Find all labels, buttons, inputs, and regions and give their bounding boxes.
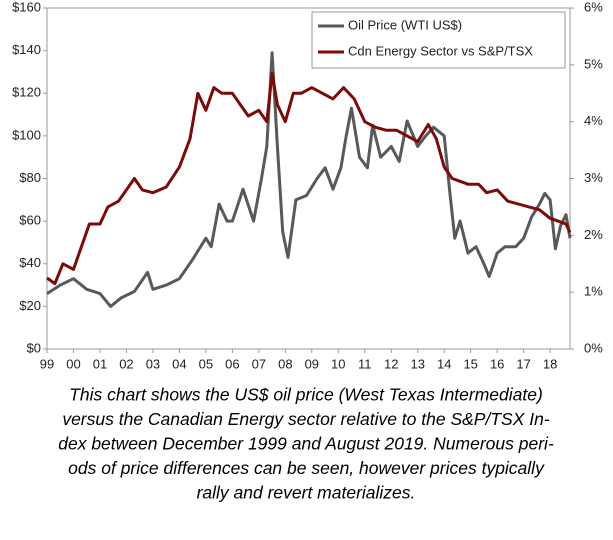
x-tick-label: 13 [410, 356, 424, 371]
x-tick-label: 15 [463, 356, 477, 371]
y2-tick-label: 3% [584, 170, 603, 185]
x-tick-label: 09 [305, 356, 319, 371]
x-tick-label: 08 [278, 356, 292, 371]
y-tick-label: $80 [19, 170, 41, 185]
x-tick-label: 03 [146, 356, 160, 371]
x-tick-label: 14 [437, 356, 451, 371]
x-tick-label: 05 [199, 356, 213, 371]
x-tick-label: 17 [516, 356, 530, 371]
x-tick-label: 10 [331, 356, 345, 371]
y-tick-label: $100 [12, 127, 41, 142]
y-tick-label: $0 [27, 340, 41, 355]
caption-line: ods of price differences can be seen, ho… [68, 458, 545, 478]
caption-line: dex between December 1999 and August 201… [58, 434, 554, 454]
y2-tick-label: 1% [584, 284, 603, 299]
caption-line: rally and revert materializes. [197, 483, 416, 503]
x-tick-label: 12 [384, 356, 398, 371]
x-tick-label: 16 [490, 356, 504, 371]
y-tick-label: $40 [19, 255, 41, 270]
legend-label: Oil Price (WTI US$) [348, 17, 462, 32]
y-tick-label: $20 [19, 298, 41, 313]
y2-tick-label: 5% [584, 56, 603, 71]
y-tick-label: $160 [12, 0, 41, 14]
x-tick-label: 01 [93, 356, 107, 371]
x-tick-label: 07 [252, 356, 266, 371]
y-tick-label: $60 [19, 213, 41, 228]
caption-line: versus the Canadian Energy sector relati… [62, 409, 549, 429]
x-tick-label: 00 [66, 356, 80, 371]
x-tick-label: 04 [172, 356, 186, 371]
series-line [46, 71, 572, 286]
y2-tick-label: 0% [584, 340, 603, 355]
y-tick-label: $140 [12, 42, 41, 57]
y2-tick-label: 2% [584, 227, 603, 242]
x-tick-label: 02 [119, 356, 133, 371]
x-tick-label: 99 [40, 356, 54, 371]
y-tick-label: $120 [12, 85, 41, 100]
x-tick-label: 18 [543, 356, 557, 371]
y2-tick-label: 4% [584, 113, 603, 128]
legend-box [311, 11, 566, 69]
caption-line: This chart shows the US$ oil price (West… [69, 385, 543, 405]
series-line [46, 51, 572, 308]
x-tick-label: 06 [225, 356, 239, 371]
legend-label: Cdn Energy Sector vs S&P/TSX [348, 43, 533, 58]
y2-tick-label: 6% [584, 0, 603, 14]
x-tick-label: 11 [358, 356, 372, 371]
